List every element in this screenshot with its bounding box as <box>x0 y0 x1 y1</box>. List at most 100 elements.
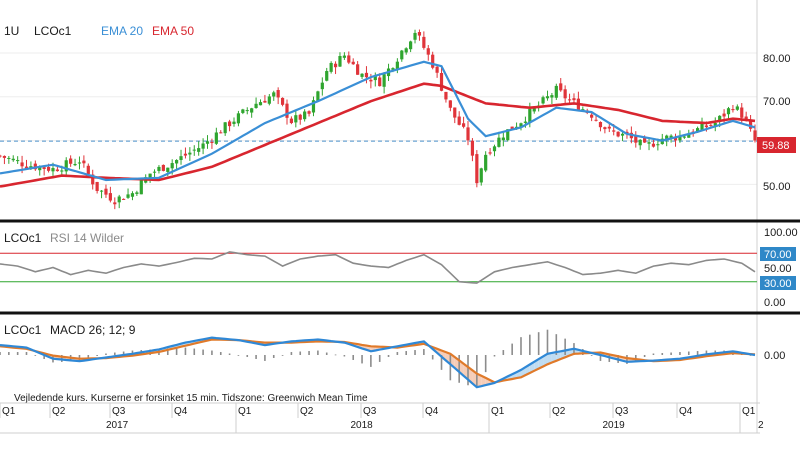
candle-body <box>448 100 452 108</box>
macd-line <box>0 336 756 389</box>
candle-body <box>285 103 289 118</box>
candle-body <box>457 116 461 125</box>
macd-histogram-bar <box>370 355 372 367</box>
year-label: 2017 <box>106 420 129 431</box>
macd-histogram-bar <box>352 355 355 360</box>
candle-body <box>726 108 731 115</box>
candle-body <box>475 154 479 184</box>
macd-histogram-bar <box>317 350 319 355</box>
candle-body <box>77 162 82 164</box>
candle-body <box>175 160 179 164</box>
candle-body <box>409 41 413 50</box>
quarter-label: Q3 <box>112 406 126 417</box>
last-price-value: 59.88 <box>762 140 790 152</box>
candle-body <box>567 99 572 101</box>
macd-histogram-bar <box>175 348 178 355</box>
macd-histogram-bar <box>705 350 708 355</box>
price-tick-50: 50.00 <box>763 181 791 193</box>
candle-body <box>426 48 430 55</box>
candle-body <box>64 160 68 172</box>
candle-body <box>307 111 311 114</box>
year-label: 2018 <box>351 420 374 431</box>
candle-body <box>740 107 744 118</box>
candle-body <box>444 91 448 100</box>
rsi-tick-30: 30.00 <box>764 278 792 290</box>
macd-tick-0: 0.00 <box>764 350 785 362</box>
macd-histogram-bar <box>43 355 45 359</box>
candle-body <box>272 92 276 97</box>
macd-histogram-bar <box>25 352 28 355</box>
macd-histogram-bar <box>599 355 602 361</box>
ema20-legend: EMA 20 <box>101 24 143 38</box>
macd-histogram-bar <box>529 334 531 355</box>
macd-histogram-bar <box>237 355 240 356</box>
macd-histogram-bar <box>193 348 196 355</box>
price-tick-80: 80.00 <box>763 53 791 65</box>
quarter-label: Q1 <box>238 406 252 417</box>
price-gridlines <box>0 0 758 433</box>
candle-body <box>492 146 497 152</box>
candle-body <box>391 68 395 70</box>
quarter-label: Q2 <box>300 406 314 417</box>
candle-body <box>528 108 532 123</box>
candle-body <box>60 170 64 172</box>
macd-histogram-bar <box>590 355 593 356</box>
candle-body <box>170 163 174 169</box>
candle-body <box>294 115 298 123</box>
rsi-tag-70 <box>760 247 796 261</box>
candle-body <box>20 162 24 167</box>
macd-histogram-bar <box>184 347 187 355</box>
candle-body <box>69 158 73 164</box>
candle-body <box>130 193 135 197</box>
candle-body <box>369 79 373 82</box>
candle-body <box>594 119 598 121</box>
candle-body <box>333 63 338 68</box>
macd-histogram-bar <box>113 352 116 355</box>
macd-histogram-bar <box>546 329 549 355</box>
macd-histogram-bar <box>643 355 646 357</box>
macd-histogram-bar <box>423 349 425 355</box>
candle-body <box>232 121 236 124</box>
candle-body <box>435 66 439 73</box>
macd-histogram-bar <box>387 355 390 357</box>
macd-histogram-bar <box>228 353 231 355</box>
macd-histogram-bar <box>246 355 249 357</box>
rsi-tick-50: 50.00 <box>764 263 792 275</box>
macd-histogram-bar <box>343 355 346 357</box>
candle-body <box>347 55 351 63</box>
quarter-label: Q2 <box>552 406 566 417</box>
candle-body <box>210 141 214 143</box>
candle-body <box>263 100 267 103</box>
quarter-label: Q3 <box>615 406 629 417</box>
candle-body <box>250 108 254 113</box>
macd-histogram-bar <box>484 355 487 373</box>
candle-body <box>603 127 607 130</box>
candle-body <box>709 124 713 126</box>
macd-histogram-bar <box>564 338 566 355</box>
macd-histogram-bar <box>264 355 266 361</box>
candle-body <box>647 142 651 144</box>
candle-body <box>46 166 51 171</box>
candle-body <box>342 55 346 58</box>
candle-body <box>713 122 717 126</box>
macd-histogram-bar <box>520 337 522 355</box>
candle-body <box>192 149 196 151</box>
candle-body <box>744 116 748 121</box>
candle-body <box>223 122 227 134</box>
candle-body <box>519 123 523 127</box>
quarter-label: Q1 <box>742 406 756 417</box>
macd-histogram-bar <box>696 351 699 355</box>
price-tick-70: 70.00 <box>763 96 791 108</box>
macd-histogram-bar <box>608 355 611 362</box>
candle-body <box>395 61 399 70</box>
rsi-tag-30 <box>760 276 796 290</box>
candle-body <box>311 100 316 113</box>
candle-body <box>24 166 29 169</box>
quarter-label: Q4 <box>174 406 188 417</box>
candle-body <box>338 56 342 67</box>
macd-histogram-bar <box>502 350 505 355</box>
macd-histogram-bar <box>687 351 690 355</box>
macd-histogram-bar <box>378 355 381 362</box>
candle-body <box>183 153 188 156</box>
